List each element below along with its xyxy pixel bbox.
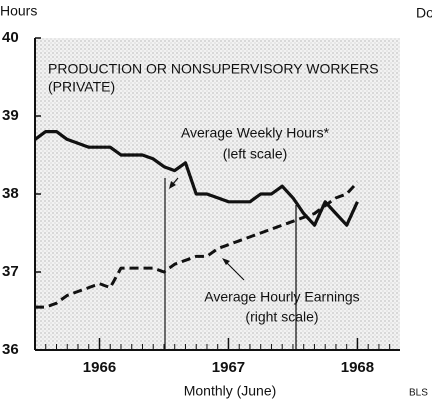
arrow [225,261,245,281]
x-tick-label: 1966 [83,359,116,376]
source: BLS [409,388,428,399]
series-note: (left scale) [223,146,288,162]
y-tick-label: 38 [2,185,19,202]
y-tick-label: 39 [2,107,19,124]
y-tick-label: 37 [2,263,19,280]
series-line [35,181,359,309]
x-tick-label: 1967 [212,359,245,376]
series-line [34,130,359,227]
series-label: Average Hourly Earnings [204,289,359,305]
x-tick-label: 1968 [341,359,374,376]
series-note: (right scale) [245,309,318,325]
y-axis-label: Hours [0,3,37,19]
plot-background [35,38,400,350]
y-tick-label: 36 [2,341,19,358]
arrow-head [222,258,230,265]
series-label: Average Weekly Hours* [181,125,330,141]
y2-axis-label: Do [416,5,432,21]
y-tick-label: 40 [2,29,19,46]
chart-title: PRODUCTION OR NONSUPERVISORY WORKERS [48,61,379,77]
x-axis-label: Monthly (June) [184,383,277,399]
arrow-head [169,181,176,189]
chart-subtitle: (PRIVATE) [48,79,115,95]
